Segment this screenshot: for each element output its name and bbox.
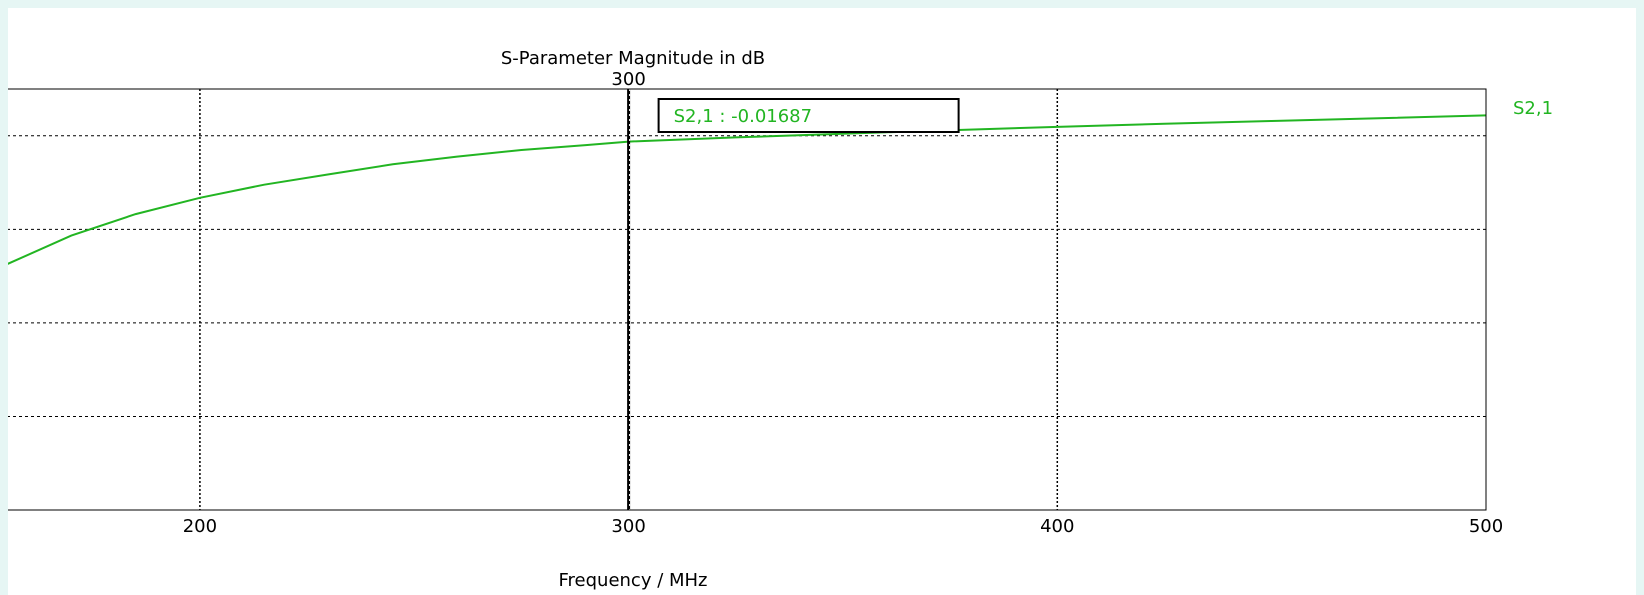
- s-parameter-chart: S-Parameter Magnitude in dB Frequency / …: [8, 48, 1553, 591]
- series-layer: [8, 114, 1487, 265]
- marker-readout-box: [657, 98, 960, 133]
- marker-readout-text: S2,1 : -0.01687: [674, 106, 813, 127]
- x-tick-label: 200: [183, 516, 217, 537]
- chart-title: S-Parameter Magnitude in dB: [501, 48, 765, 69]
- plot-area-frame: [8, 88, 1487, 511]
- series-line-s21: [8, 114, 1487, 265]
- x-tick-labels: 200 300 400 500: [183, 516, 1503, 537]
- legend-s21: S2,1: [1513, 98, 1553, 119]
- frequency-marker[interactable]: 300 S2,1 : -0.01687: [611, 69, 960, 510]
- x-axis-label: Frequency / MHz: [558, 570, 707, 591]
- marker-top-label: 300: [611, 69, 645, 90]
- grid-lines: [8, 89, 1486, 510]
- x-tick-label: 300: [611, 516, 645, 537]
- chart-panel: S-Parameter Magnitude in dB Frequency / …: [8, 8, 1636, 595]
- x-tick-label: 400: [1040, 516, 1074, 537]
- x-tick-label: 500: [1469, 516, 1503, 537]
